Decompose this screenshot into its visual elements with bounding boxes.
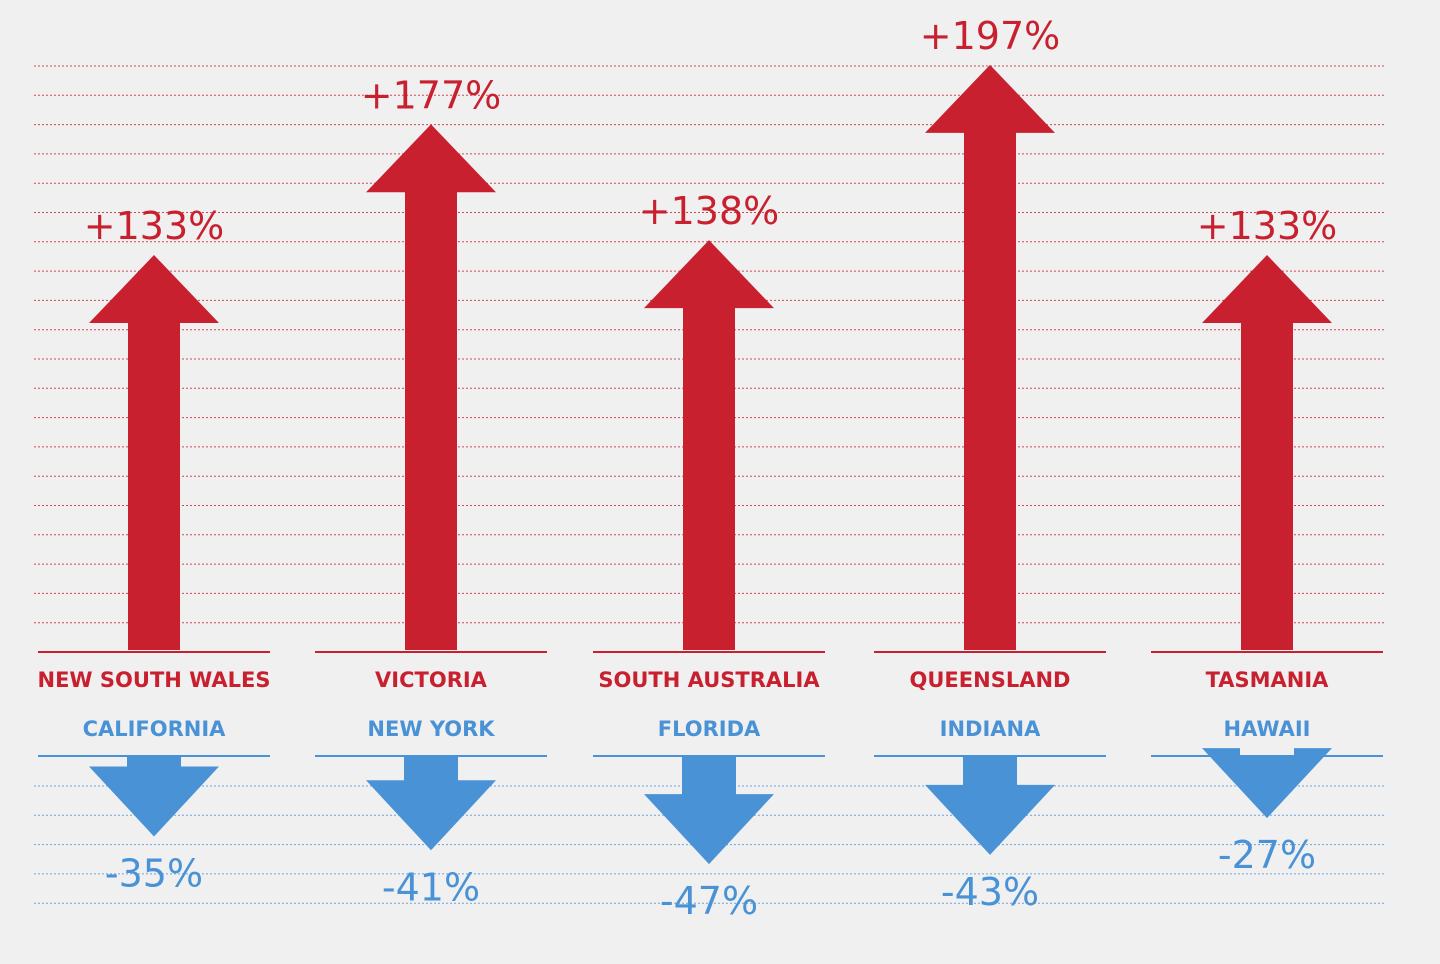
upper-gridlines [34, 65, 1385, 624]
category-label-down: FLORIDA [658, 717, 761, 741]
category-label-up: NEW SOUTH WALES [38, 668, 271, 692]
down-value-label: -41% [382, 865, 480, 909]
up-value-label: +138% [639, 189, 779, 233]
down-arrow-bar [89, 756, 219, 837]
up-value-label: +133% [1197, 204, 1337, 248]
lower-gridlines [34, 785, 1385, 904]
down-value-label: -27% [1218, 833, 1316, 877]
up-value-label: +177% [361, 73, 501, 117]
down-value-label: -35% [105, 852, 203, 896]
down-value-label: -43% [941, 870, 1039, 914]
category-label-up: QUEENSLAND [910, 668, 1071, 692]
up-value-label: +197% [920, 14, 1060, 58]
category-labels: +133% -35% NEW SOUTH WALES CALIFORNIA +177% -… [38, 14, 1338, 923]
up-arrow-bar [89, 254, 219, 651]
category-label-down: HAWAII [1224, 717, 1311, 741]
arrow-bars [38, 64, 1383, 865]
down-arrow-bar [925, 756, 1055, 855]
up-arrow-bar [925, 64, 1055, 650]
category-label-down: INDIANA [940, 717, 1041, 741]
down-value-label: -47% [660, 879, 758, 923]
up-value-label: +133% [84, 204, 224, 248]
category-label-up: VICTORIA [375, 668, 488, 692]
down-arrow-bar [644, 756, 774, 865]
up-arrow-bar [644, 240, 774, 650]
category-label-down: NEW YORK [367, 717, 495, 741]
up-arrow-bar [1202, 254, 1332, 651]
category-label-down: CALIFORNIA [83, 717, 227, 741]
category-label-up: SOUTH AUSTRALIA [598, 668, 820, 692]
category-label-up: TASMANIA [1206, 668, 1330, 692]
up-arrow-bar [366, 124, 496, 650]
down-arrow-bar [366, 756, 496, 851]
down-arrow-bar [1202, 748, 1332, 819]
